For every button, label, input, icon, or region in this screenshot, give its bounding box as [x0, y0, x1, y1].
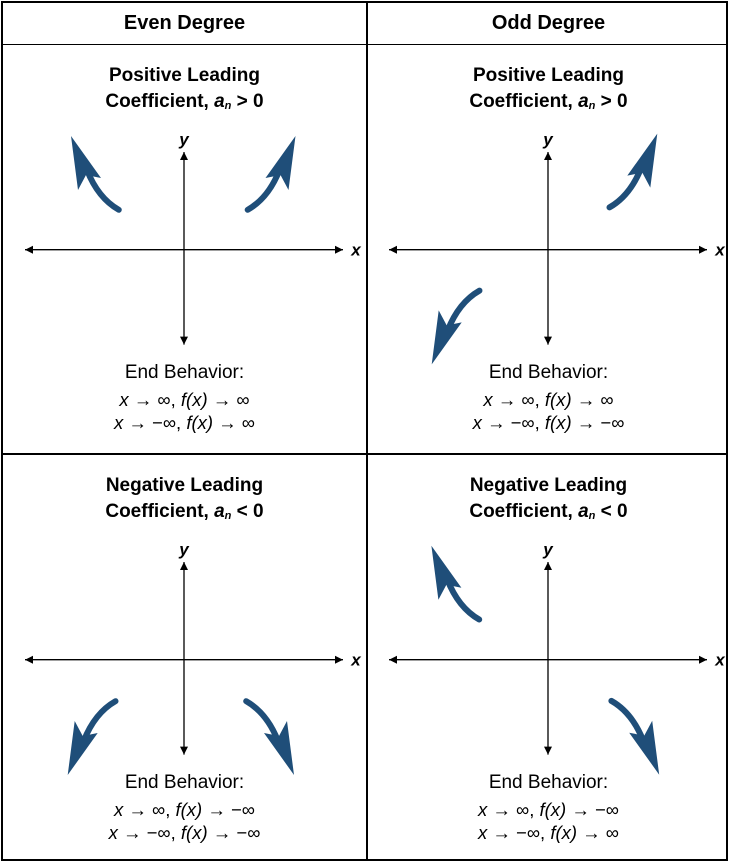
- svg-text:y: y: [542, 130, 554, 149]
- svg-text:x: x: [714, 651, 726, 670]
- svg-text:y: y: [542, 540, 554, 559]
- svg-text:x: x: [350, 241, 362, 260]
- svg-text:y: y: [178, 540, 190, 559]
- svg-text:x: x: [350, 651, 362, 670]
- svg-text:x: x: [714, 241, 726, 260]
- svg-text:y: y: [178, 130, 190, 149]
